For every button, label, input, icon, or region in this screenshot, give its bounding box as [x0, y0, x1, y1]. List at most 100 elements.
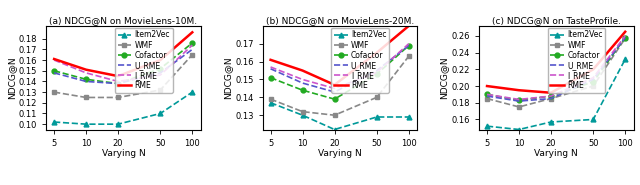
Item2Vec: [515, 128, 523, 131]
Item2Vec: [51, 121, 58, 123]
Item2Vec: [405, 116, 413, 118]
Cofactor: [373, 73, 381, 75]
U_RME: [267, 68, 275, 70]
I_RME: [483, 93, 491, 95]
WMF: [373, 96, 381, 98]
WMF: [156, 89, 164, 91]
Line: U_RME: U_RME: [54, 49, 192, 84]
Cofactor: [114, 83, 122, 85]
WMF: [188, 54, 196, 56]
Cofactor: [299, 89, 307, 91]
X-axis label: Varying N: Varying N: [102, 149, 145, 158]
Line: I_RME: I_RME: [487, 36, 625, 99]
I_RME: [114, 80, 122, 83]
Line: WMF: WMF: [52, 52, 195, 100]
X-axis label: Varying N: Varying N: [534, 149, 578, 158]
Item2Vec: [156, 112, 164, 115]
Cofactor: [267, 77, 275, 79]
U_RME: [188, 48, 196, 51]
I_RME: [188, 44, 196, 46]
Title: (a) NDCG@N on MovieLens-10M.: (a) NDCG@N on MovieLens-10M.: [49, 16, 198, 25]
RME: [589, 68, 597, 70]
Item2Vec: [621, 58, 629, 60]
I_RME: [331, 87, 339, 90]
I_RME: [373, 71, 381, 73]
Item2Vec: [114, 123, 122, 125]
Item2Vec: [373, 116, 381, 118]
RME: [188, 31, 196, 33]
RME: [547, 92, 555, 94]
Line: WMF: WMF: [268, 54, 411, 118]
Item2Vec: [267, 102, 275, 104]
I_RME: [83, 72, 90, 74]
U_RME: [405, 44, 413, 47]
U_RME: [299, 82, 307, 84]
WMF: [405, 55, 413, 57]
WMF: [83, 96, 90, 99]
Line: WMF: WMF: [484, 36, 628, 109]
RME: [515, 89, 523, 91]
I_RME: [267, 66, 275, 68]
Item2Vec: [483, 125, 491, 127]
WMF: [114, 96, 122, 99]
Line: Item2Vec: Item2Vec: [52, 90, 195, 127]
Item2Vec: [188, 91, 196, 93]
Title: (c) NDCG@N on TasteProfile.: (c) NDCG@N on TasteProfile.: [492, 16, 621, 25]
Cofactor: [188, 42, 196, 44]
WMF: [51, 91, 58, 93]
Line: Cofactor: Cofactor: [52, 41, 195, 86]
U_RME: [156, 72, 164, 74]
Line: Item2Vec: Item2Vec: [268, 100, 411, 132]
RME: [51, 58, 58, 60]
U_RME: [331, 91, 339, 93]
Cofactor: [156, 68, 164, 70]
Line: Cofactor: Cofactor: [268, 43, 411, 102]
RME: [83, 69, 90, 71]
Line: I_RME: I_RME: [271, 44, 409, 88]
Cofactor: [589, 81, 597, 83]
Cofactor: [547, 95, 555, 97]
U_RME: [515, 100, 523, 102]
RME: [405, 25, 413, 27]
U_RME: [547, 97, 555, 100]
Cofactor: [483, 93, 491, 95]
WMF: [299, 110, 307, 113]
Legend: Item2Vec, WMF, Cofactor, U_RME, I_RME, RME: Item2Vec, WMF, Cofactor, U_RME, I_RME, R…: [115, 28, 173, 93]
Line: RME: RME: [271, 26, 409, 85]
WMF: [331, 114, 339, 116]
RME: [156, 59, 164, 61]
Cofactor: [515, 99, 523, 101]
I_RME: [547, 95, 555, 97]
Line: U_RME: U_RME: [487, 38, 625, 101]
WMF: [547, 97, 555, 100]
Line: RME: RME: [54, 32, 192, 76]
I_RME: [51, 59, 58, 61]
U_RME: [51, 72, 58, 74]
Legend: Item2Vec, WMF, Cofactor, U_RME, I_RME, RME: Item2Vec, WMF, Cofactor, U_RME, I_RME, R…: [548, 28, 605, 93]
Item2Vec: [299, 114, 307, 116]
Item2Vec: [589, 118, 597, 121]
RME: [483, 85, 491, 87]
U_RME: [83, 80, 90, 83]
I_RME: [515, 98, 523, 100]
U_RME: [483, 95, 491, 97]
Line: RME: RME: [487, 32, 625, 93]
WMF: [621, 37, 629, 40]
Line: Item2Vec: Item2Vec: [484, 57, 628, 132]
Cofactor: [51, 70, 58, 72]
Cofactor: [621, 36, 629, 39]
Item2Vec: [331, 128, 339, 131]
RME: [621, 31, 629, 33]
Y-axis label: NDCG@N: NDCG@N: [440, 56, 449, 99]
U_RME: [114, 83, 122, 85]
I_RME: [589, 77, 597, 79]
U_RME: [373, 69, 381, 72]
Cofactor: [83, 78, 90, 80]
Line: U_RME: U_RME: [271, 46, 409, 92]
Y-axis label: NDCG@N: NDCG@N: [7, 56, 16, 99]
U_RME: [589, 78, 597, 80]
X-axis label: Varying N: Varying N: [318, 149, 362, 158]
Title: (b) NDCG@N on MovieLens-20M.: (b) NDCG@N on MovieLens-20M.: [266, 16, 414, 25]
RME: [373, 52, 381, 54]
RME: [114, 75, 122, 77]
